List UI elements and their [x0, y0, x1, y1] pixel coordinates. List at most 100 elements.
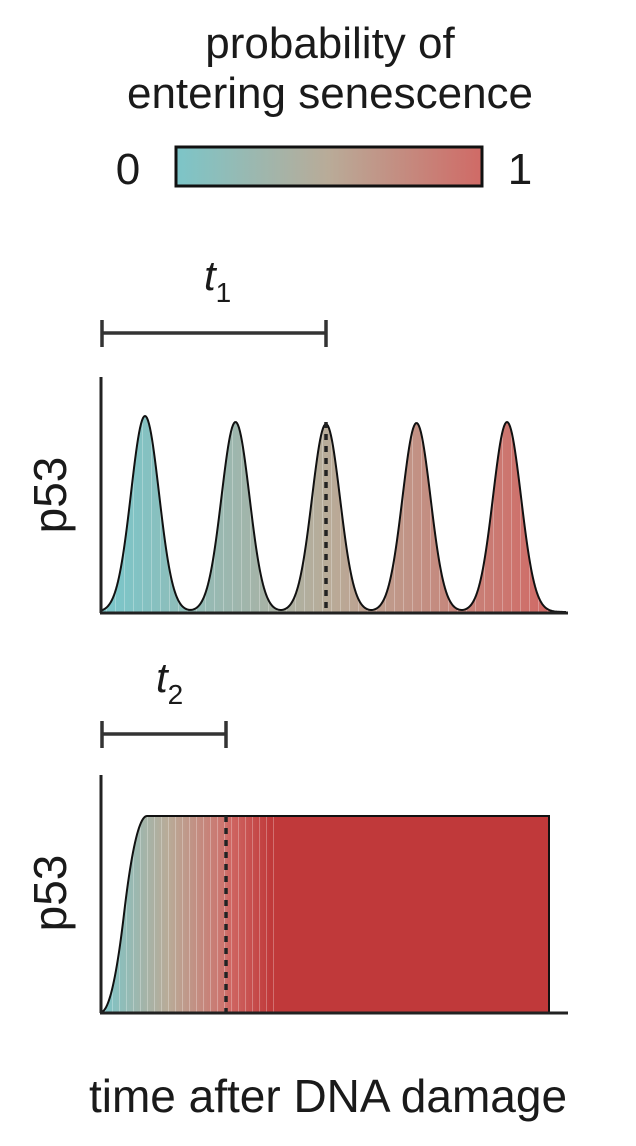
pulse-fill-strip [527, 416, 529, 612]
plateau-fill-strip [493, 816, 495, 1012]
plateau-fill-strip [175, 816, 177, 1012]
pulse-fill-strip [359, 416, 361, 612]
pulse-fill-strip [199, 416, 201, 612]
pulse-fill-strip [473, 416, 475, 612]
plateau-fill-strip [499, 816, 501, 1012]
pulse-fill-strip [555, 416, 557, 612]
plateau-fill-strip [387, 816, 389, 1012]
pulse-fill-strip [249, 416, 251, 612]
pulse-fill-strip [331, 416, 333, 612]
pulse-fill-highlight [394, 416, 395, 612]
plateau-fill-strip [241, 816, 243, 1012]
plateau-fill-strip [187, 816, 189, 1012]
plateau-fill-strip [227, 816, 229, 1012]
plateau-fill-strip [121, 816, 123, 1012]
legend-min-label: 0 [116, 145, 140, 194]
pulse-fill-strip [139, 416, 141, 612]
plateau-fill-strip [275, 816, 277, 1012]
pulse-fill-strip [333, 416, 335, 612]
pulse-fill-strip [107, 416, 109, 612]
plateau-fill-strip [523, 816, 525, 1012]
pulse-fill-strip [155, 416, 157, 612]
pulse-fill-strip [315, 416, 317, 612]
plateau-fill-strip [269, 816, 271, 1012]
pulse-fill-strip [357, 416, 359, 612]
plateau-fill-highlight [252, 816, 253, 1012]
plateau-fill-strip [207, 816, 209, 1012]
plateau-fill-highlight [231, 816, 232, 1012]
pulse-fill-strip [189, 416, 191, 612]
plateau-fill-strip [247, 816, 249, 1012]
pulse-fill-highlight [367, 416, 368, 612]
plateau-fill-strip [289, 816, 291, 1012]
plateau-fill-strip [383, 816, 385, 1012]
plateau-fill-strip [125, 816, 127, 1012]
plateau-fill-strip [115, 816, 117, 1012]
plateau-fill-strip [341, 816, 343, 1012]
pulse-fill-strip [243, 416, 245, 612]
pulse-fill-strip [165, 416, 167, 612]
plateau-fill-strip [453, 816, 455, 1012]
plateau-fill-strip [151, 816, 153, 1012]
pulse-fill-highlight [106, 416, 107, 612]
plateau-fill-strip [475, 816, 477, 1012]
plateau-fill-strip [219, 816, 221, 1012]
pulse-fill-strip [455, 416, 457, 612]
plateau-fill-highlight [182, 816, 183, 1012]
plateau-fill-strip [305, 816, 307, 1012]
y-axis-label-top: p53 [24, 457, 76, 534]
pulse-fill-highlight [295, 416, 296, 612]
plateau-fill-strip [301, 816, 303, 1012]
plateau-fill-strip [335, 816, 337, 1012]
plateau-fill-strip [343, 816, 345, 1012]
plateau-fill-strip [495, 816, 497, 1012]
plateau-fill-strip [237, 816, 239, 1012]
plateau-fill-strip [431, 816, 433, 1012]
pulse-fill-strip [521, 416, 523, 612]
plateau-fill-strip [321, 816, 323, 1012]
plateau-fill-strip [255, 816, 257, 1012]
pulse-fill-strip [343, 416, 345, 612]
plateau-fill-strip [455, 816, 457, 1012]
plateau-fill-strip [373, 816, 375, 1012]
pulse-fill-strip [287, 416, 289, 612]
plateau-fill-strip [213, 816, 215, 1012]
plateau-fill-strip [201, 816, 203, 1012]
plateau-fill-strip [243, 816, 245, 1012]
axes-top [99, 377, 568, 615]
pulse-fill-strip [477, 416, 479, 612]
pulse-fill-strip [237, 416, 239, 612]
plateau-fill-strip [325, 816, 327, 1012]
pulse-fill-strip [493, 416, 495, 612]
pulse-fill-strip [511, 416, 513, 612]
plateau-fill-highlight [140, 816, 141, 1012]
plateau-fill-highlight [238, 816, 239, 1012]
pulse-fill-strip [373, 416, 375, 612]
plateau-fill-strip [395, 816, 397, 1012]
plateau-fill-strip [205, 816, 207, 1012]
pulse-fill-strip [355, 416, 357, 612]
pulse-fill-highlight [466, 416, 467, 612]
plateau-fill-highlight [203, 816, 204, 1012]
plateau-fill-strip [229, 816, 231, 1012]
pulse-fill-strip [391, 416, 393, 612]
plateau-fill-strip [165, 816, 167, 1012]
plateau-fill-strip [529, 816, 531, 1012]
pulse-fill-strip [201, 416, 203, 612]
pulse-fill-strip [141, 416, 143, 612]
pulse-fill-strip [177, 416, 179, 612]
plateau-fill-strip [307, 816, 309, 1012]
pulse-fill-strip [195, 416, 197, 612]
pulse-fill-highlight [286, 416, 287, 612]
pulse-fill-strip [229, 416, 231, 612]
pulse-fill-highlight [403, 416, 404, 612]
pulse-fill-strip [335, 416, 337, 612]
plateau-fill-strip [397, 816, 399, 1012]
pulse-fill-strip [435, 416, 437, 612]
pulse-fill-strip [135, 416, 137, 612]
plateau-fill-strip [149, 816, 151, 1012]
plateau-fill-strip [359, 816, 361, 1012]
plateau-fill-strip [143, 816, 145, 1012]
plateau-fill-highlight [196, 816, 197, 1012]
pulse-fill-strip [425, 416, 427, 612]
